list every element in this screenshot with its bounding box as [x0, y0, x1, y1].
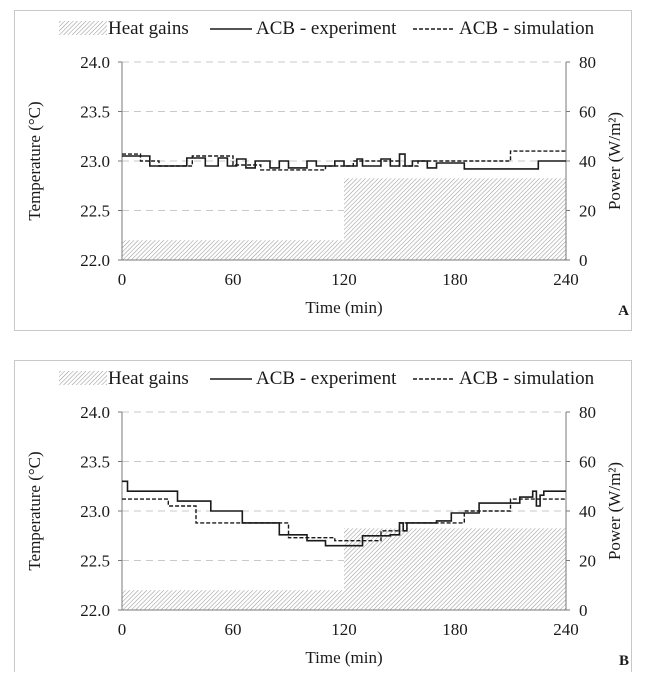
x-tick-label: 60 — [225, 620, 242, 639]
y-axis-title: Temperature (°C) — [25, 101, 44, 220]
legend-heat-label: Heat gains — [108, 368, 189, 389]
heat-gains-bar — [344, 178, 566, 260]
heat-gains-bar — [344, 528, 566, 610]
series-simulation-line — [122, 150, 566, 171]
x-tick-label: 120 — [331, 620, 357, 639]
heat-gains-bar — [122, 590, 344, 610]
x-tick-label: 0 — [118, 620, 127, 639]
legend: Heat gains ACB - experiment ACB - simulati… — [59, 368, 595, 389]
y-tick-label: 22.5 — [80, 202, 110, 221]
series-simulation-line — [122, 498, 566, 542]
x-axis-title: Time (min) — [305, 298, 382, 317]
chart-panel-a: Heat gains ACB - experiment ACB - simulati… — [14, 10, 632, 331]
y-tick-label: 22.5 — [80, 552, 110, 571]
y-tick-label: 24.0 — [80, 53, 110, 72]
y2-tick-label: 40 — [579, 502, 596, 521]
y2-tick-label: 80 — [579, 53, 596, 72]
y2-axis-title: Power (W/m²) — [605, 112, 624, 210]
y-tick-label: 23.5 — [80, 453, 110, 472]
y2-axis-title: Power (W/m²) — [605, 462, 624, 560]
x-tick-label: 240 — [553, 620, 579, 639]
legend-experiment-label: ACB - experiment — [256, 368, 397, 389]
series-experiment-line — [122, 153, 566, 170]
legend-simulation-label: ACB - simulation — [459, 368, 595, 389]
y-tick-label: 23.0 — [80, 152, 110, 171]
chart-a-svg: Heat gains ACB - experiment ACB - simulati… — [25, 18, 629, 319]
chart-panel-b: Heat gains ACB - experiment ACB - simulati… — [14, 360, 632, 672]
panel-label: B — [619, 653, 629, 669]
legend-heat-swatch — [59, 371, 107, 385]
legend-heat-label: Heat gains — [108, 18, 189, 39]
x-tick-label: 120 — [331, 270, 357, 289]
y-tick-label: 23.5 — [80, 103, 110, 122]
y-tick-label: 23.0 — [80, 502, 110, 521]
y-tick-label: 22.0 — [80, 601, 110, 620]
legend: Heat gains ACB - experiment ACB - simulati… — [59, 18, 595, 39]
x-axis-title: Time (min) — [305, 648, 382, 667]
y2-tick-label: 60 — [579, 103, 596, 122]
y2-tick-label: 0 — [579, 601, 588, 620]
y2-tick-label: 20 — [579, 552, 596, 571]
legend-heat-swatch — [59, 21, 107, 35]
y-tick-label: 22.0 — [80, 251, 110, 270]
legend-experiment-label: ACB - experiment — [256, 18, 397, 39]
x-tick-label: 240 — [553, 270, 579, 289]
x-tick-label: 60 — [225, 270, 242, 289]
y2-tick-label: 40 — [579, 152, 596, 171]
x-tick-label: 0 — [118, 270, 127, 289]
legend-simulation-label: ACB - simulation — [459, 18, 595, 39]
x-tick-label: 180 — [442, 620, 468, 639]
y2-tick-label: 60 — [579, 453, 596, 472]
y-tick-label: 24.0 — [80, 403, 110, 422]
heat-gains-bar — [122, 240, 344, 260]
y2-tick-label: 80 — [579, 403, 596, 422]
y2-tick-label: 0 — [579, 251, 588, 270]
y2-tick-label: 20 — [579, 202, 596, 221]
panel-label: A — [618, 303, 629, 319]
y-axis-title: Temperature (°C) — [25, 451, 44, 570]
chart-b-svg: Heat gains ACB - experiment ACB - simulati… — [25, 368, 629, 669]
x-tick-label: 180 — [442, 270, 468, 289]
